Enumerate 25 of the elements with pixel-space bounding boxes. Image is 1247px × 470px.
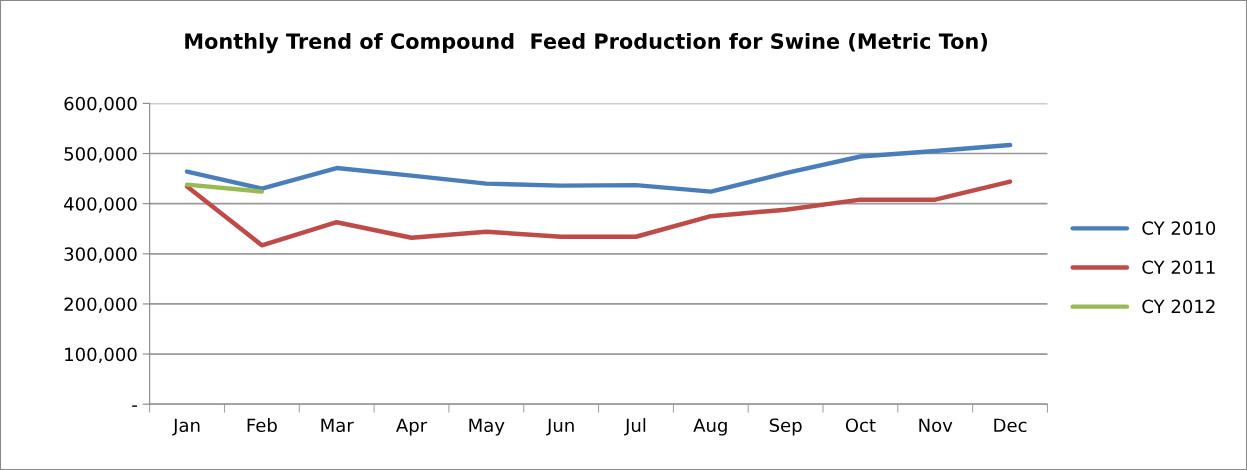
x-tick-label: Jan xyxy=(172,418,200,436)
legend-label: CY 2012 xyxy=(1142,299,1215,314)
x-tick-label: Feb xyxy=(247,418,277,433)
x-tick-label: Sep xyxy=(769,418,802,436)
y-tick-label: 600,000 xyxy=(64,96,137,113)
line-series xyxy=(184,179,1013,248)
x-tick-label: Dec xyxy=(994,418,1027,433)
x-tick-label: Jul xyxy=(624,418,646,436)
y-tick-label: 100,000 xyxy=(65,347,137,364)
x-tick-label: Aug xyxy=(693,418,727,436)
y-tick-label: - xyxy=(132,405,137,407)
chart-title: Monthly Trend of Compound Feed Production for Swine (Metric Ton) xyxy=(185,32,988,54)
x-tick-label: May xyxy=(469,418,505,436)
x-tick-label: Apr xyxy=(396,418,428,436)
y-tick-label: 400,000 xyxy=(64,197,137,213)
y-tick-label: 200,000 xyxy=(64,297,137,313)
y-tick-label: 500,000 xyxy=(64,146,137,163)
line-series xyxy=(184,142,1013,194)
x-tick-label: Nov xyxy=(919,418,953,433)
x-tick-label: Jun xyxy=(546,418,574,436)
legend-label: CY 2010 xyxy=(1142,221,1216,235)
x-tick-label: Mar xyxy=(321,418,354,433)
legend-label: CY 2011 xyxy=(1142,260,1215,275)
y-tick-label: 300,000 xyxy=(64,247,137,263)
x-tick-label: Oct xyxy=(845,418,876,433)
